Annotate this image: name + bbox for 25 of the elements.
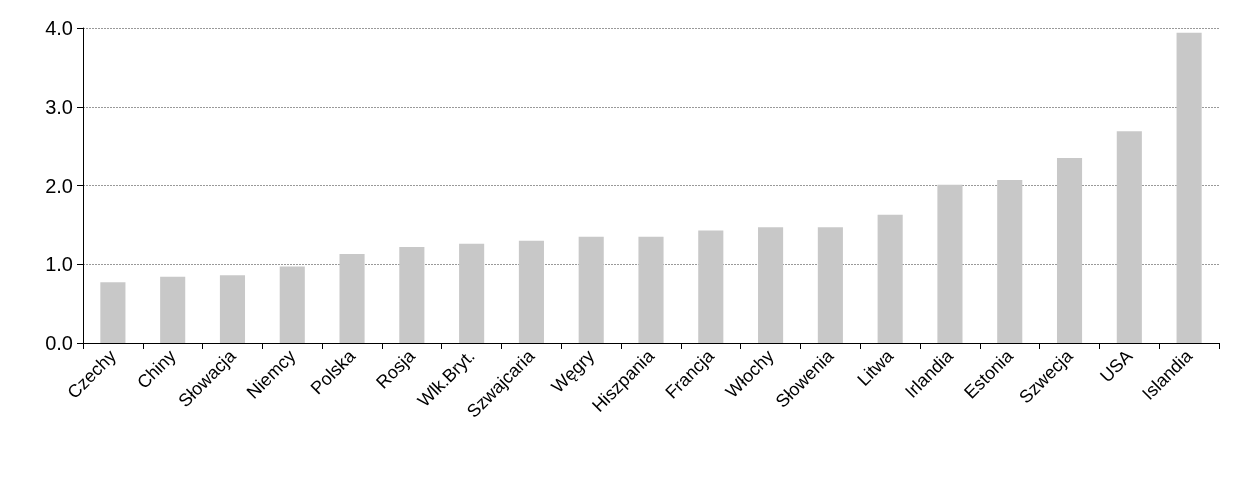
bar	[160, 276, 186, 343]
bar	[1176, 32, 1202, 343]
bar	[1116, 131, 1142, 343]
bar	[459, 243, 485, 343]
bar	[339, 254, 365, 343]
bar	[937, 184, 963, 343]
bar	[877, 214, 903, 343]
bar	[100, 282, 126, 343]
bar	[578, 236, 604, 343]
bar	[638, 236, 664, 343]
y-tick-label: 0.0	[45, 332, 73, 354]
y-tick-label: 3.0	[45, 95, 73, 118]
bar	[219, 275, 246, 343]
y-tick-label: 2.0	[45, 174, 73, 197]
bar	[698, 230, 724, 343]
bar	[279, 266, 305, 343]
bar	[817, 227, 843, 343]
bar	[399, 246, 425, 343]
y-tick-label: 1.0	[45, 253, 73, 276]
bar	[518, 240, 544, 343]
y-tick-label: 4.0	[45, 17, 73, 39]
bar	[1056, 157, 1083, 343]
bar	[997, 179, 1023, 343]
x-tick-label: USA	[1096, 345, 1137, 387]
bar	[758, 227, 784, 343]
